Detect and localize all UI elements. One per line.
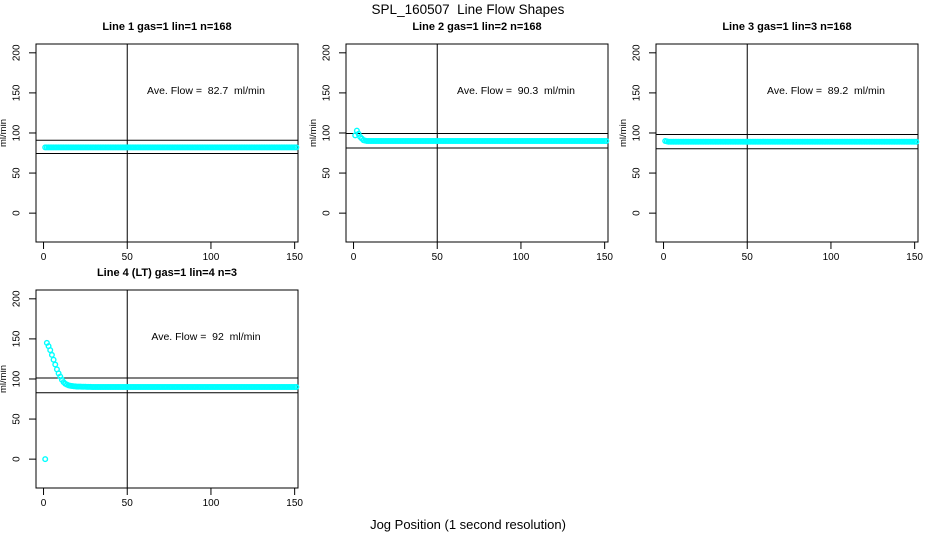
y-axis-label: ml/min — [618, 119, 629, 147]
panel-line-1: Line 1 gas=1 lin=1 n=168 Ave. Flow = 82.… — [0, 0, 312, 246]
y-tick-label: 0 — [632, 210, 643, 216]
y-axis-label: ml/min — [0, 119, 9, 147]
panel-4-points — [42, 339, 300, 463]
panel-line-2: Line 2 gas=1 lin=2 n=168 Ave. Flow = 90.… — [308, 0, 622, 246]
x-tick-label: 100 — [203, 498, 220, 509]
x-tick-label: 0 — [351, 252, 357, 263]
y-tick-label: 100 — [632, 124, 643, 141]
panel-line-3: Line 3 gas=1 lin=3 n=168 Ave. Flow = 89.… — [618, 0, 932, 246]
panel-2-plot: 0 50 100 150 200 0 50 100 150 — [322, 43, 613, 263]
y-tick-label: 50 — [12, 167, 23, 179]
y-tick-label: 100 — [12, 124, 23, 141]
panel-4-plot: 0 50 100 150 200 0 50 100 150 — [12, 289, 303, 509]
ave-flow-annotation: Ave. Flow = 92 ml/min — [151, 331, 261, 343]
y-tick-label: 100 — [12, 370, 23, 387]
y-tick-label: 200 — [12, 290, 23, 307]
x-tick-label: 50 — [432, 252, 444, 263]
y-tick-label: 0 — [322, 210, 333, 216]
y-tick-label: 50 — [322, 167, 333, 179]
y-tick-label: 200 — [322, 44, 333, 61]
y-tick-label: 150 — [12, 330, 23, 347]
panel-3-points — [662, 137, 920, 145]
x-tick-label: 150 — [286, 252, 303, 263]
y-tick-label: 200 — [12, 44, 23, 61]
y-axis-label: ml/min — [308, 119, 319, 147]
ave-flow-annotation: Ave. Flow = 89.2 ml/min — [767, 85, 885, 97]
y-tick-label: 150 — [12, 84, 23, 101]
x-tick-label: 150 — [286, 498, 303, 509]
y-tick-label: 200 — [632, 44, 643, 61]
x-tick-label: 50 — [122, 498, 134, 509]
x-tick-label: 50 — [742, 252, 754, 263]
x-tick-label: 0 — [41, 252, 47, 263]
figure-title: SPL_160507 Line Flow Shapes — [371, 2, 565, 17]
plot-box — [35, 43, 299, 243]
y-tick-label: 0 — [12, 210, 23, 216]
ave-flow-annotation: Ave. Flow = 82.7 ml/min — [147, 85, 265, 97]
x-tick-label: 100 — [513, 252, 530, 263]
ave-flow-annotation: Ave. Flow = 90.3 ml/min — [457, 85, 575, 97]
panel-3-plot: 0 50 100 150 200 0 50 100 150 — [632, 43, 923, 263]
x-tick-label: 150 — [596, 252, 613, 263]
y-tick-label: 50 — [12, 413, 23, 425]
y-tick-label: 150 — [632, 84, 643, 101]
x-axis-label: Jog Position (1 second resolution) — [370, 517, 566, 532]
x-tick-label: 100 — [823, 252, 840, 263]
x-tick-label: 50 — [122, 252, 134, 263]
x-tick-label: 150 — [906, 252, 923, 263]
x-tick-label: 0 — [41, 498, 47, 509]
x-tick-label: 0 — [661, 252, 667, 263]
y-axis-label: ml/min — [0, 365, 9, 393]
panel-title: Line 4 (LT) gas=1 lin=4 n=3 — [96, 267, 238, 279]
panel-title: Line 3 gas=1 lin=3 n=168 — [722, 21, 852, 33]
panel-1-plot: 0 50 100 150 200 0 50 100 150 — [12, 43, 303, 263]
panel-1-points — [42, 144, 300, 151]
y-tick-label: 0 — [12, 456, 23, 462]
x-tick-label: 100 — [203, 252, 220, 263]
y-tick-label: 50 — [632, 167, 643, 179]
panel-title: Line 2 gas=1 lin=2 n=168 — [412, 21, 542, 33]
panel-title: Line 1 gas=1 lin=1 n=168 — [102, 21, 232, 33]
panel-2-points — [352, 127, 610, 144]
y-tick-label: 150 — [322, 84, 333, 101]
y-tick-label: 100 — [322, 124, 333, 141]
panel-line-4: Line 4 (LT) gas=1 lin=4 n=3 Ave. Flow = … — [0, 246, 312, 492]
